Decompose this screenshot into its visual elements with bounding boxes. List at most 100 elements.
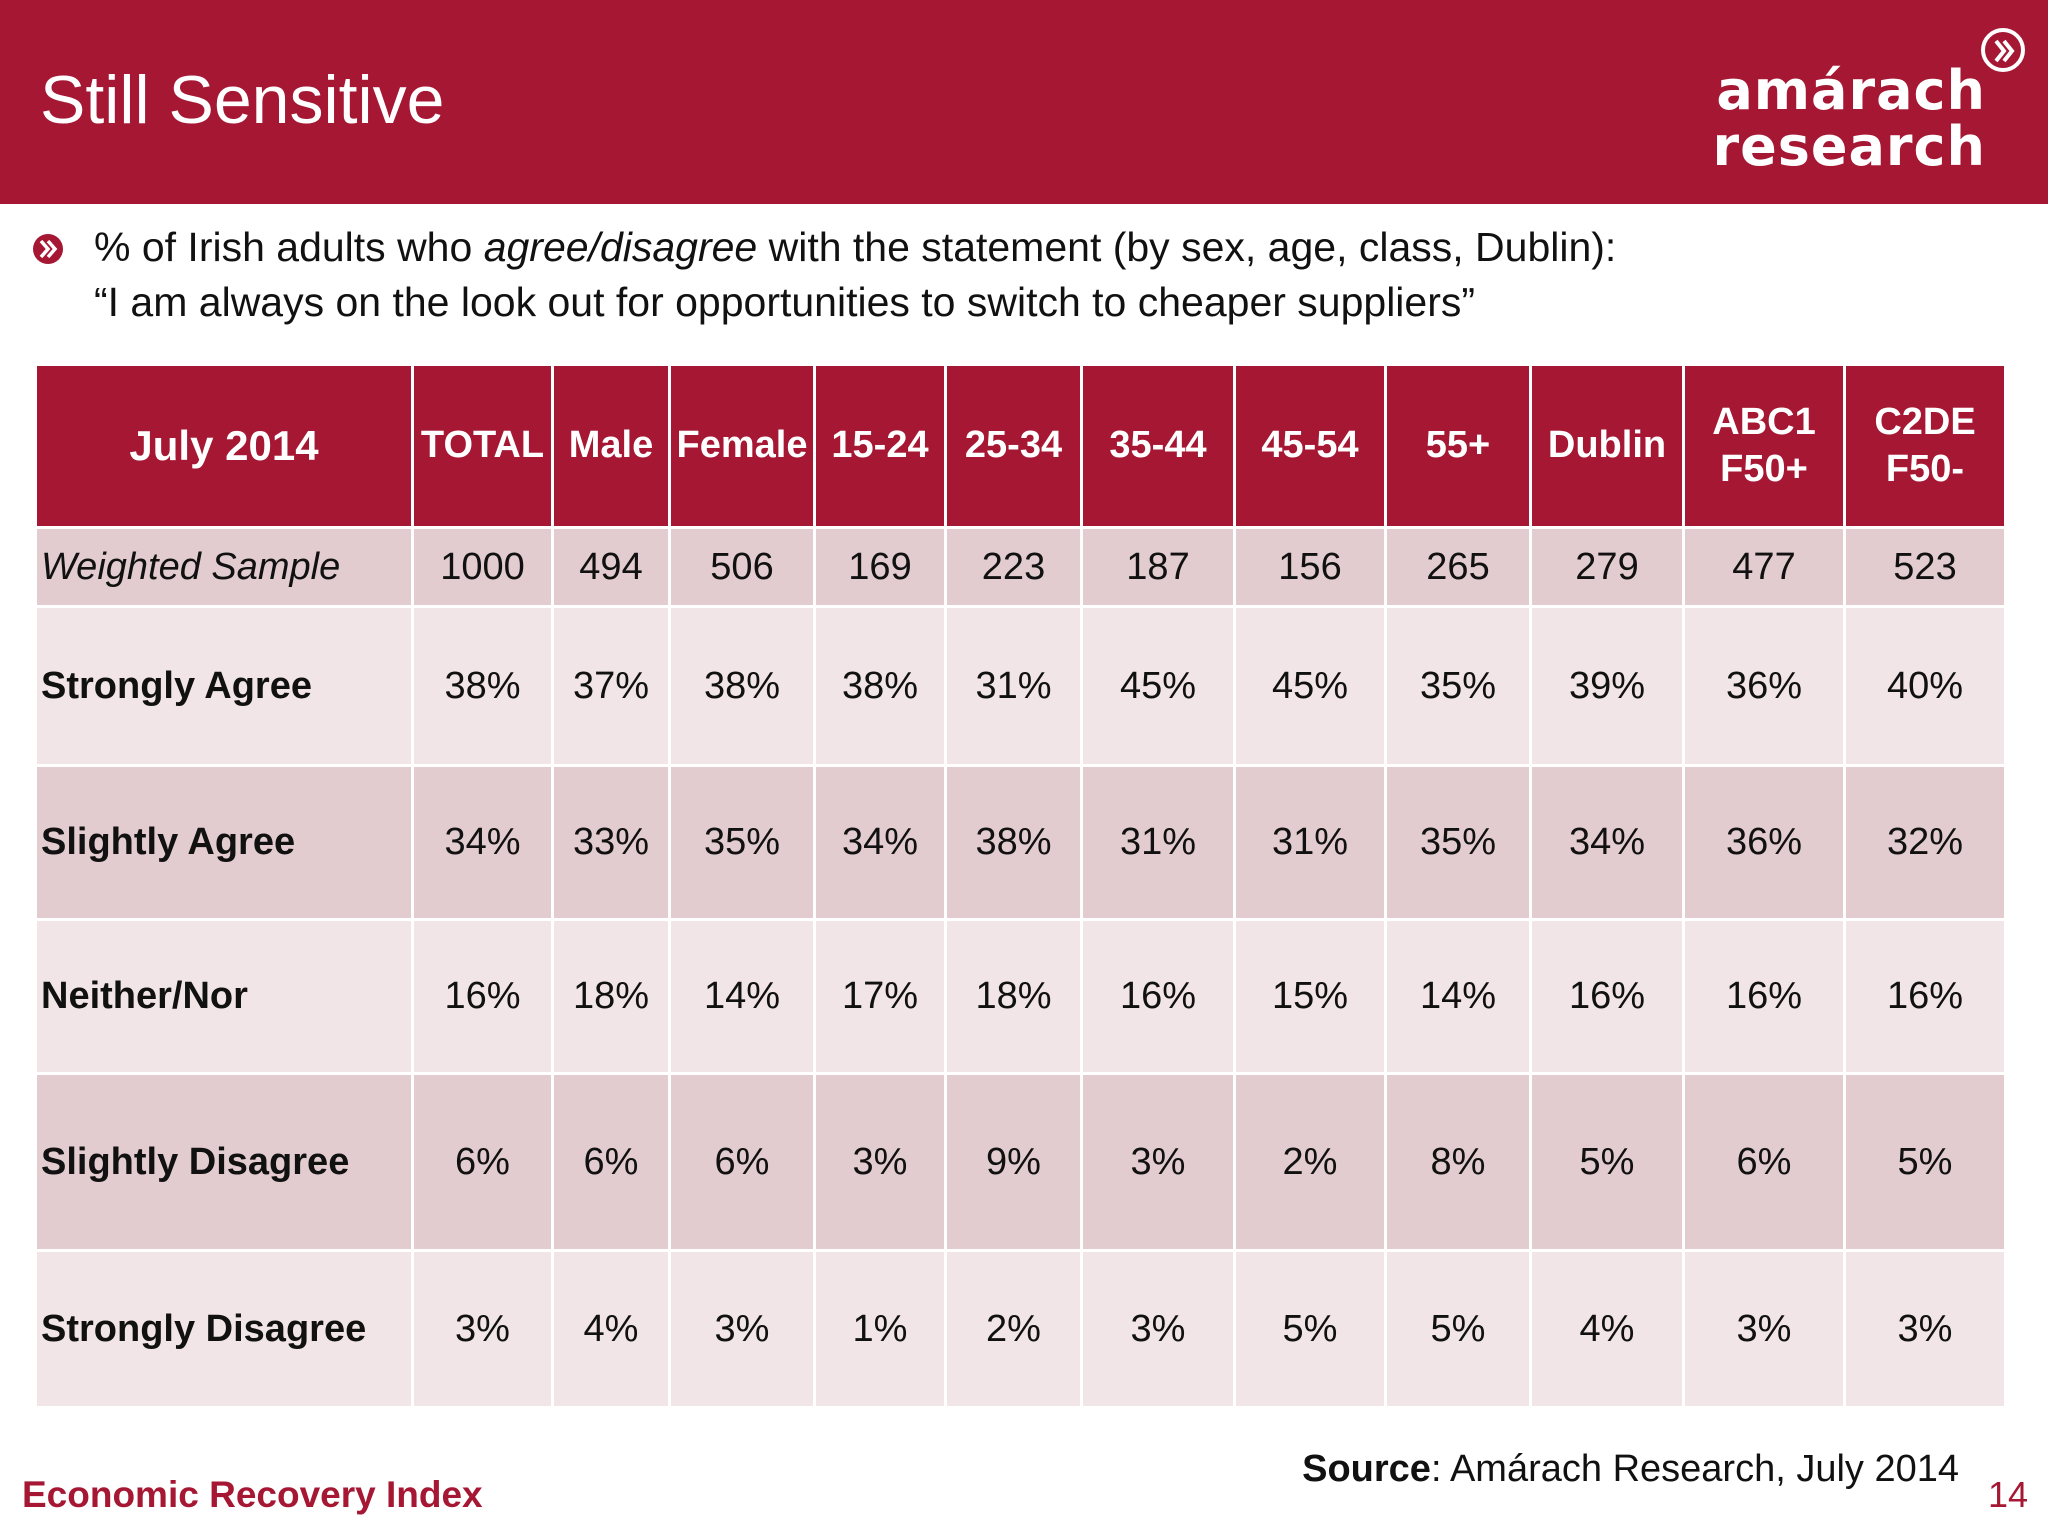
table-cell: 15% [1236,921,1384,1072]
table-cell: 2% [947,1252,1080,1406]
table-cell: 34% [816,767,944,918]
table-cell: 33% [554,767,668,918]
row-label: Weighted Sample [37,529,411,605]
table-cell: 45% [1083,608,1233,764]
table-cell: 34% [414,767,551,918]
table-cell: 265 [1387,529,1529,605]
intro-text: % of Irish adults who agree/disagree wit… [94,220,1616,330]
table-cell: 6% [1685,1075,1843,1249]
table-cell: 3% [1083,1252,1233,1406]
row-label: Slightly Agree [37,767,411,918]
header-corner: July 2014 [37,366,411,526]
table-cell: 16% [414,921,551,1072]
table-cell: 37% [554,608,668,764]
column-header: C2DE F50- [1846,366,2004,526]
row-label: Strongly Agree [37,608,411,764]
column-header: 35-44 [1083,366,1233,526]
table-cell: 5% [1846,1075,2004,1249]
table-cell: 14% [671,921,813,1072]
table-cell: 5% [1236,1252,1384,1406]
column-header: Dublin [1532,366,1682,526]
page-title: Still Sensitive [40,62,445,138]
table-row: Weighted Sample 1000 494 506 169 223 187 156 265… [37,529,2004,605]
table-cell: 32% [1846,767,2004,918]
table-cell: 523 [1846,529,2004,605]
row-label: Neither/Nor [37,921,411,1072]
logo-text-line1: amárach [1716,59,1986,122]
table-cell: 506 [671,529,813,605]
table-cell: 477 [1685,529,1843,605]
table-cell: 4% [554,1252,668,1406]
row-label: Strongly Disagree [37,1252,411,1406]
table-cell: 40% [1846,608,2004,764]
table-cell: 34% [1532,767,1682,918]
table-cell: 31% [1083,767,1233,918]
table-cell: 6% [554,1075,668,1249]
table-cell: 8% [1387,1075,1529,1249]
column-header: 55+ [1387,366,1529,526]
logo-text-line2: research [1712,115,1986,178]
table-cell: 45% [1236,608,1384,764]
table-cell: 35% [671,767,813,918]
logo-chevron-icon [1981,28,2025,72]
table-row: Strongly Agree 38% 37% 38% 38% 31% 45% 45% 35% 39… [37,608,2004,764]
table-cell: 3% [816,1075,944,1249]
table-cell: 38% [816,608,944,764]
table-cell: 18% [554,921,668,1072]
table-cell: 169 [816,529,944,605]
table-cell: 3% [1685,1252,1843,1406]
column-header: 45-54 [1236,366,1384,526]
table-cell: 187 [1083,529,1233,605]
table-cell: 6% [671,1075,813,1249]
table-cell: 2% [1236,1075,1384,1249]
table-cell: 14% [1387,921,1529,1072]
table-cell: 16% [1532,921,1682,1072]
table-cell: 38% [671,608,813,764]
column-header: ABC1 F50+ [1685,366,1843,526]
table-cell: 35% [1387,767,1529,918]
table-cell: 4% [1532,1252,1682,1406]
table-cell: 38% [414,608,551,764]
table-cell: 35% [1387,608,1529,764]
table-cell: 5% [1532,1075,1682,1249]
table-cell: 6% [414,1075,551,1249]
table-row: Slightly Disagree 6% 6% 6% 3% 9% 3% 2% 8% 5% 6% 5% [37,1075,2004,1249]
header-bar: Still Sensitive amárach research [0,0,2048,204]
table-cell: 17% [816,921,944,1072]
table-cell: 3% [1083,1075,1233,1249]
footer-title: Economic Recovery Index [22,1474,483,1515]
table-cell: 39% [1532,608,1682,764]
column-header: 15-24 [816,366,944,526]
table-cell: 156 [1236,529,1384,605]
table-cell: 494 [554,529,668,605]
column-header: TOTAL [414,366,551,526]
column-header: Male [554,366,668,526]
table-row: Neither/Nor 16% 18% 14% 17% 18% 16% 15% 14% 16% 16… [37,921,2004,1072]
column-header: Female [671,366,813,526]
amarach-logo: amárach research [1712,28,2026,178]
table-cell: 1000 [414,529,551,605]
intro-line2: “I am always on the look out for opportu… [94,279,1476,325]
results-table: July 2014 TOTAL Male Female 15-24 25-34 35-44… [34,363,2007,1409]
table-cell: 223 [947,529,1080,605]
table-cell: 3% [1846,1252,2004,1406]
page-number: 14 [1988,1474,2029,1515]
table-cell: 38% [947,767,1080,918]
table-row: Slightly Agree 34% 33% 35% 34% 38% 31% 31% 35% 34… [37,767,2004,918]
table-cell: 279 [1532,529,1682,605]
source-note: Source: Amárach Research, July 2014 [1302,1448,1959,1490]
table-cell: 16% [1685,921,1843,1072]
table-header-row: July 2014 TOTAL Male Female 15-24 25-34 35-44… [37,366,2004,526]
table-cell: 5% [1387,1252,1529,1406]
table-cell: 31% [947,608,1080,764]
table-cell: 1% [816,1252,944,1406]
column-header: 25-34 [947,366,1080,526]
table-row: Strongly Disagree 3% 4% 3% 1% 2% 3% 5% 5% 4% 3% 3% [37,1252,2004,1406]
table-cell: 16% [1846,921,2004,1072]
table-cell: 3% [671,1252,813,1406]
table-cell: 31% [1236,767,1384,918]
table-cell: 3% [414,1252,551,1406]
row-label: Slightly Disagree [37,1075,411,1249]
table-cell: 16% [1083,921,1233,1072]
table-cell: 36% [1685,608,1843,764]
